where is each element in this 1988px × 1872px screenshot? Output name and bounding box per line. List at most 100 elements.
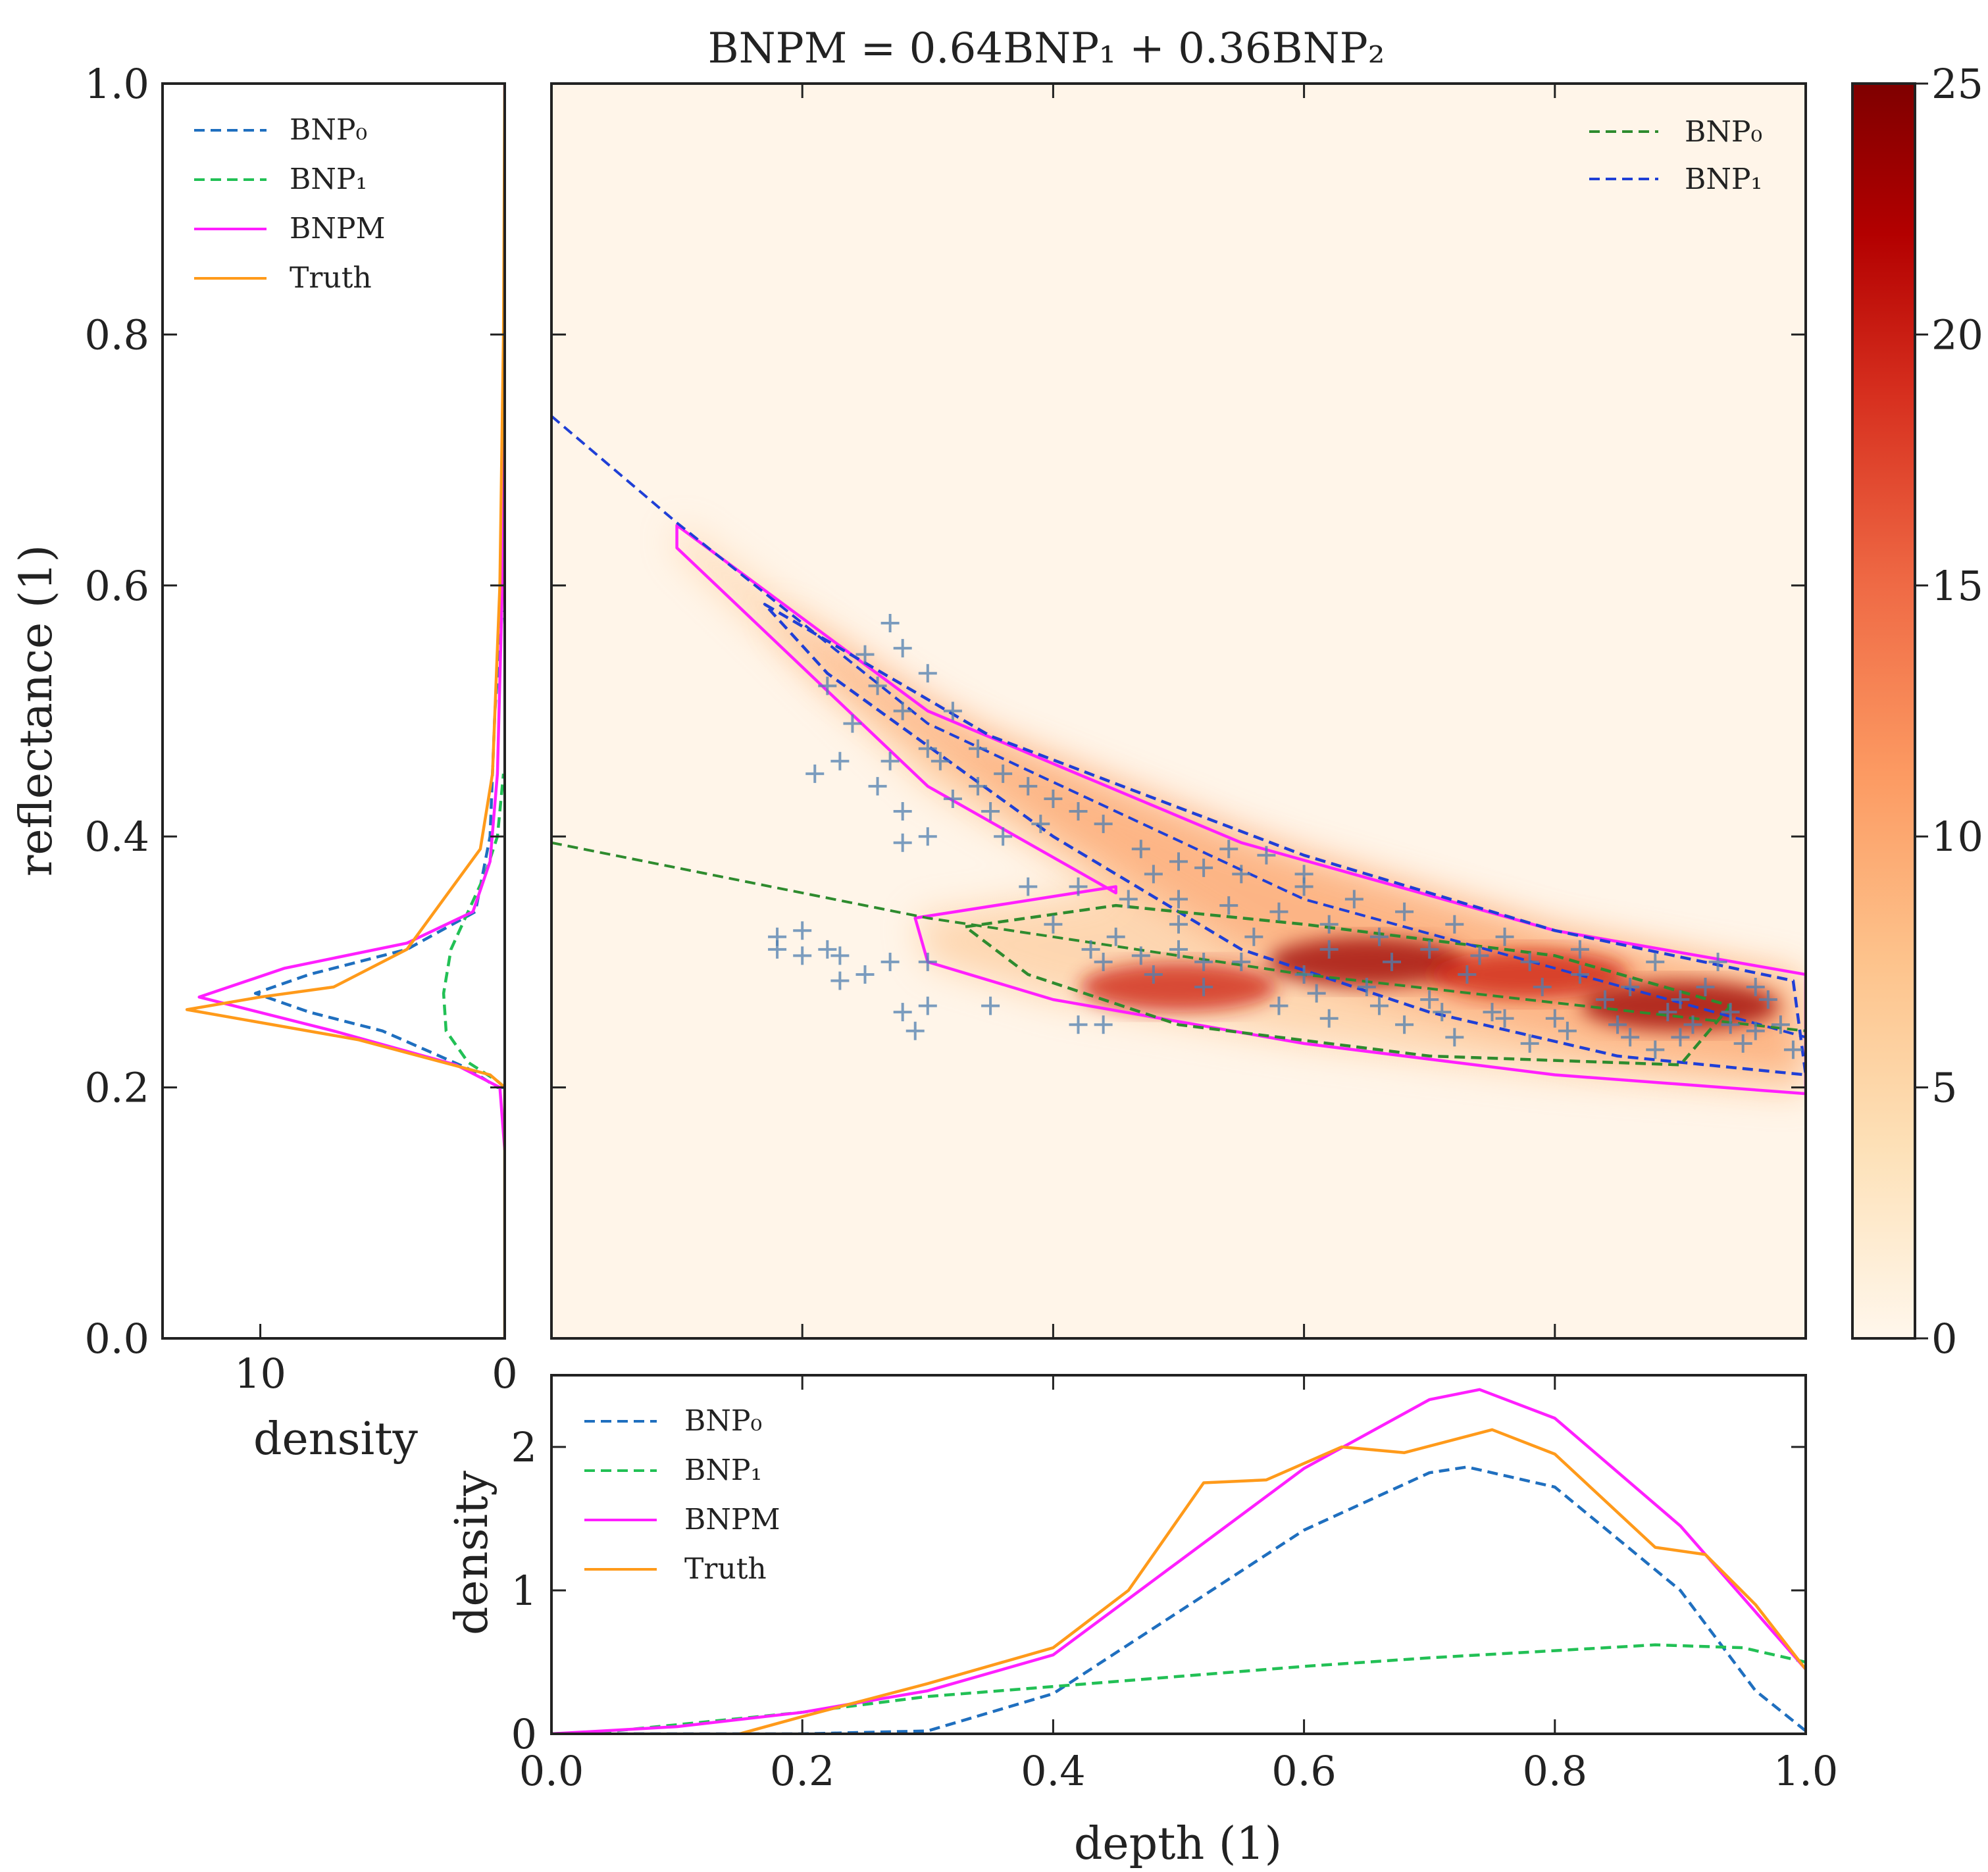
heatmap-peak	[1080, 962, 1277, 1013]
left-legend-bnp0-label: BNP₀	[290, 113, 367, 147]
scatter-point	[1369, 927, 1389, 946]
scatter-point	[930, 751, 950, 771]
scatter-point	[1219, 896, 1238, 915]
scatter-point	[855, 645, 875, 664]
scatter-point	[1395, 902, 1414, 921]
scatter-point	[1646, 952, 1665, 971]
scatter-point	[1044, 915, 1063, 934]
scatter-point	[1445, 1028, 1464, 1047]
scatter-point	[1194, 978, 1213, 997]
bottom-series-Truth	[739, 1428, 1806, 1734]
left-ytick-label: 0.2	[84, 1064, 149, 1112]
bottom-marginal-ylabel: density	[446, 1470, 498, 1635]
colorbar-tick-label: 25	[1931, 60, 1983, 108]
colorbar-tick-label: 20	[1931, 311, 1983, 359]
scatter-point	[1758, 990, 1777, 1009]
scatter-point	[880, 952, 900, 971]
scatter-point	[1344, 890, 1364, 909]
scatter-point	[1445, 915, 1464, 934]
scatter-point	[1520, 952, 1539, 971]
left-ytick-label: 0.4	[84, 813, 149, 861]
scatter-point	[1495, 927, 1514, 946]
scatter-point	[1106, 927, 1125, 946]
scatter-point	[868, 676, 887, 696]
main-contours	[551, 415, 1806, 1096]
scatter-point	[1771, 1015, 1790, 1034]
scatter-point	[1131, 840, 1150, 859]
bottom-marginal-ticks: 0.0 0.2 0.4 0.6 0.8 1.0 0 1 2	[511, 1375, 1839, 1795]
scatter-point	[1319, 940, 1338, 959]
scatter-point	[1169, 852, 1188, 871]
colorbar-tick-label: 5	[1931, 1064, 1957, 1112]
scatter-point	[893, 639, 912, 658]
scatter-point	[1019, 776, 1038, 796]
main-ticks	[550, 82, 1807, 1340]
scatter-point	[1294, 865, 1313, 884]
scatter-point	[1658, 1003, 1677, 1022]
left-legend: BNP₀ BNP₁ BNPM Truth	[194, 113, 386, 295]
scatter-point	[855, 965, 875, 984]
scatter-point	[868, 776, 887, 796]
trend-line-BNP₁ trend	[551, 415, 1806, 1039]
bottom-xtick-label: 0.0	[519, 1747, 584, 1795]
scatter-point	[1269, 996, 1288, 1015]
left-ytick-label: 0.0	[84, 1315, 149, 1363]
scatter-point	[1608, 1015, 1627, 1034]
contour-BNPM	[675, 524, 1806, 1096]
scatter-point	[943, 789, 962, 808]
scatter-point	[1194, 952, 1213, 971]
left-legend-bnpm-label: BNPM	[290, 212, 386, 245]
left-legend-truth-label: Truth	[290, 261, 372, 295]
scatter-point	[1369, 996, 1389, 1015]
scatter-point	[1044, 789, 1063, 808]
scatter-point	[1383, 952, 1402, 971]
bottom-marginal-frame	[550, 1374, 1807, 1735]
left-ytick-label: 0.6	[84, 562, 149, 610]
bottom-xtick-label: 1.0	[1773, 1747, 1839, 1795]
scatter-point	[1733, 1034, 1752, 1053]
scatter-point	[793, 921, 812, 940]
contour-BNP₁	[763, 603, 1806, 1076]
y-axis-label: reflectance (1)	[11, 545, 63, 876]
scatter-point	[893, 833, 912, 852]
scatter-point	[1081, 940, 1100, 959]
bottom-legend: BNP₀ BNP₁ BNPM Truth	[584, 1404, 780, 1586]
bottom-marginal-lines	[551, 1388, 1806, 1734]
main-plot-background	[551, 84, 1806, 1338]
scatter-point	[1019, 877, 1038, 896]
scatter-point	[1458, 965, 1477, 984]
scatter-point	[1671, 1028, 1690, 1047]
scatter-point	[805, 764, 825, 783]
scatter-point	[969, 739, 988, 758]
scatter-point	[1570, 965, 1589, 984]
colorbar	[1851, 82, 1916, 1340]
bottom-ytick-label: 1	[511, 1567, 537, 1615]
main-legend-bnp1-label: BNP₁	[1685, 163, 1762, 196]
scatter-points	[768, 614, 1802, 1059]
scatter-point	[1621, 1028, 1640, 1047]
colorbar-ticks: 0 5 10 15 20 25	[1915, 60, 1983, 1363]
scatter-point	[1671, 990, 1690, 1009]
bottom-ytick-label: 2	[511, 1423, 537, 1471]
scatter-point	[1483, 1003, 1502, 1022]
scatter-point	[1319, 915, 1338, 934]
scatter-point	[1031, 815, 1050, 834]
scatter-point	[1470, 946, 1489, 965]
bottom-series-BNP₀	[551, 1465, 1806, 1734]
scatter-point	[1783, 1040, 1802, 1059]
scatter-point	[1094, 952, 1113, 971]
scatter-point	[981, 802, 1000, 821]
scatter-point	[1721, 1015, 1740, 1034]
scatter-point	[1194, 858, 1213, 877]
bottom-ytick-label: 0	[511, 1710, 537, 1758]
left-series-BNP₁	[442, 773, 505, 1089]
scatter-point	[818, 940, 837, 959]
main-plot-frame	[550, 82, 1807, 1340]
scatter-point	[1420, 990, 1439, 1009]
scatter-point	[793, 946, 812, 965]
scatter-point	[1119, 890, 1138, 909]
bottom-legend-bnp1-label: BNP₁	[684, 1454, 762, 1487]
left-marginal-xlabel: density	[253, 1413, 419, 1465]
left-series-BNP₀	[253, 610, 505, 1089]
